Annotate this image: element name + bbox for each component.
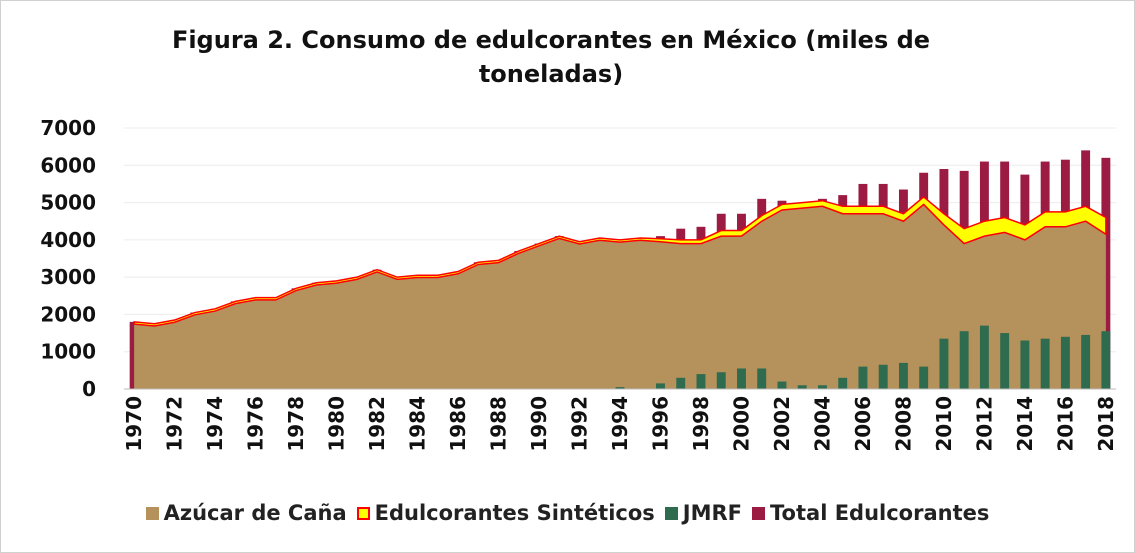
x-tick-label: 2014 bbox=[1013, 396, 1037, 452]
bar bbox=[858, 366, 868, 389]
x-tick-label: 2004 bbox=[810, 396, 834, 452]
area bbox=[134, 204, 1106, 389]
legend-label: JMRF bbox=[682, 501, 743, 525]
y-tick-label: 0 bbox=[82, 377, 96, 401]
legend: Azúcar de Caña Edulcorantes Sintéticos JMR… bbox=[1, 501, 1134, 525]
y-tick-label: 3000 bbox=[40, 265, 96, 289]
bar bbox=[797, 385, 807, 389]
legend-item: Edulcorantes Sintéticos bbox=[356, 501, 655, 525]
bar bbox=[959, 331, 969, 389]
legend-swatch bbox=[145, 506, 159, 520]
bar bbox=[898, 362, 908, 389]
x-tick-label: 2010 bbox=[932, 396, 956, 452]
y-tick-label: 5000 bbox=[40, 191, 96, 215]
x-tick-label: 2018 bbox=[1094, 396, 1118, 452]
legend-item: Azúcar de Caña bbox=[145, 501, 347, 525]
bar bbox=[737, 368, 746, 389]
y-tick-label: 6000 bbox=[40, 153, 96, 177]
bar bbox=[757, 368, 767, 389]
area bbox=[133, 196, 1107, 327]
bar bbox=[939, 338, 949, 389]
x-tick-label: 1992 bbox=[568, 396, 592, 452]
bar bbox=[1020, 340, 1030, 389]
bar bbox=[1000, 333, 1010, 389]
legend-label: Edulcorantes Sintéticos bbox=[374, 501, 655, 525]
legend-item: Total Edulcorantes bbox=[752, 501, 989, 525]
x-tick-label: 1974 bbox=[203, 396, 227, 452]
x-tick-label: 1970 bbox=[122, 396, 146, 452]
bar bbox=[129, 321, 139, 389]
y-tick-label: 2000 bbox=[40, 302, 96, 326]
y-tick-label: 1000 bbox=[40, 340, 96, 364]
legend-swatch bbox=[664, 506, 678, 520]
bar bbox=[696, 374, 706, 389]
x-tick-label: 1984 bbox=[406, 396, 430, 452]
x-tick-label: 1978 bbox=[284, 396, 308, 452]
bar bbox=[919, 366, 929, 389]
bar bbox=[656, 383, 665, 389]
bar bbox=[615, 387, 625, 389]
legend-label: Total Edulcorantes bbox=[770, 501, 990, 525]
x-tick-label: 1980 bbox=[325, 396, 349, 452]
bar bbox=[979, 325, 989, 389]
x-tick-label: 1998 bbox=[689, 396, 713, 452]
bar bbox=[1101, 331, 1111, 389]
bar bbox=[716, 372, 726, 389]
bar bbox=[1081, 334, 1091, 389]
chart-title: Figura 2. Consumo de edulcorantes en Méx… bbox=[171, 26, 931, 88]
legend-label: Azúcar de Caña bbox=[163, 501, 347, 525]
x-tick-label: 2000 bbox=[729, 396, 753, 452]
bar bbox=[1060, 336, 1070, 389]
x-tick-label: 1982 bbox=[365, 396, 389, 452]
x-tick-label: 2008 bbox=[891, 396, 915, 452]
x-tick-label: 1986 bbox=[446, 396, 470, 452]
x-tick-label: 1990 bbox=[527, 396, 551, 452]
x-tick-label: 2012 bbox=[972, 396, 996, 452]
x-tick-label: 2016 bbox=[1053, 396, 1077, 452]
bar bbox=[838, 377, 848, 389]
bar bbox=[878, 364, 888, 389]
x-tick-label: 1996 bbox=[648, 396, 672, 452]
y-tick-label: 4000 bbox=[40, 228, 96, 252]
x-tick-label: 1994 bbox=[608, 396, 632, 452]
bar bbox=[676, 377, 686, 389]
bar bbox=[777, 381, 787, 389]
x-tick-label: 1972 bbox=[163, 396, 187, 452]
legend-swatch bbox=[752, 506, 766, 520]
x-tick-label: 2006 bbox=[851, 396, 875, 452]
legend-swatch bbox=[356, 506, 370, 520]
y-tick-label: 7000 bbox=[40, 116, 96, 140]
x-tick-label: 2002 bbox=[770, 396, 794, 452]
legend-item: JMRF bbox=[664, 501, 743, 525]
x-tick-label: 1988 bbox=[487, 396, 511, 452]
bar bbox=[817, 385, 827, 389]
x-tick-label: 1976 bbox=[244, 396, 268, 452]
bar bbox=[1040, 338, 1050, 389]
plot: 0 1000 2000 3000 4000 5000 6000 7000 1970 1972 197… bbox=[40, 116, 1118, 452]
